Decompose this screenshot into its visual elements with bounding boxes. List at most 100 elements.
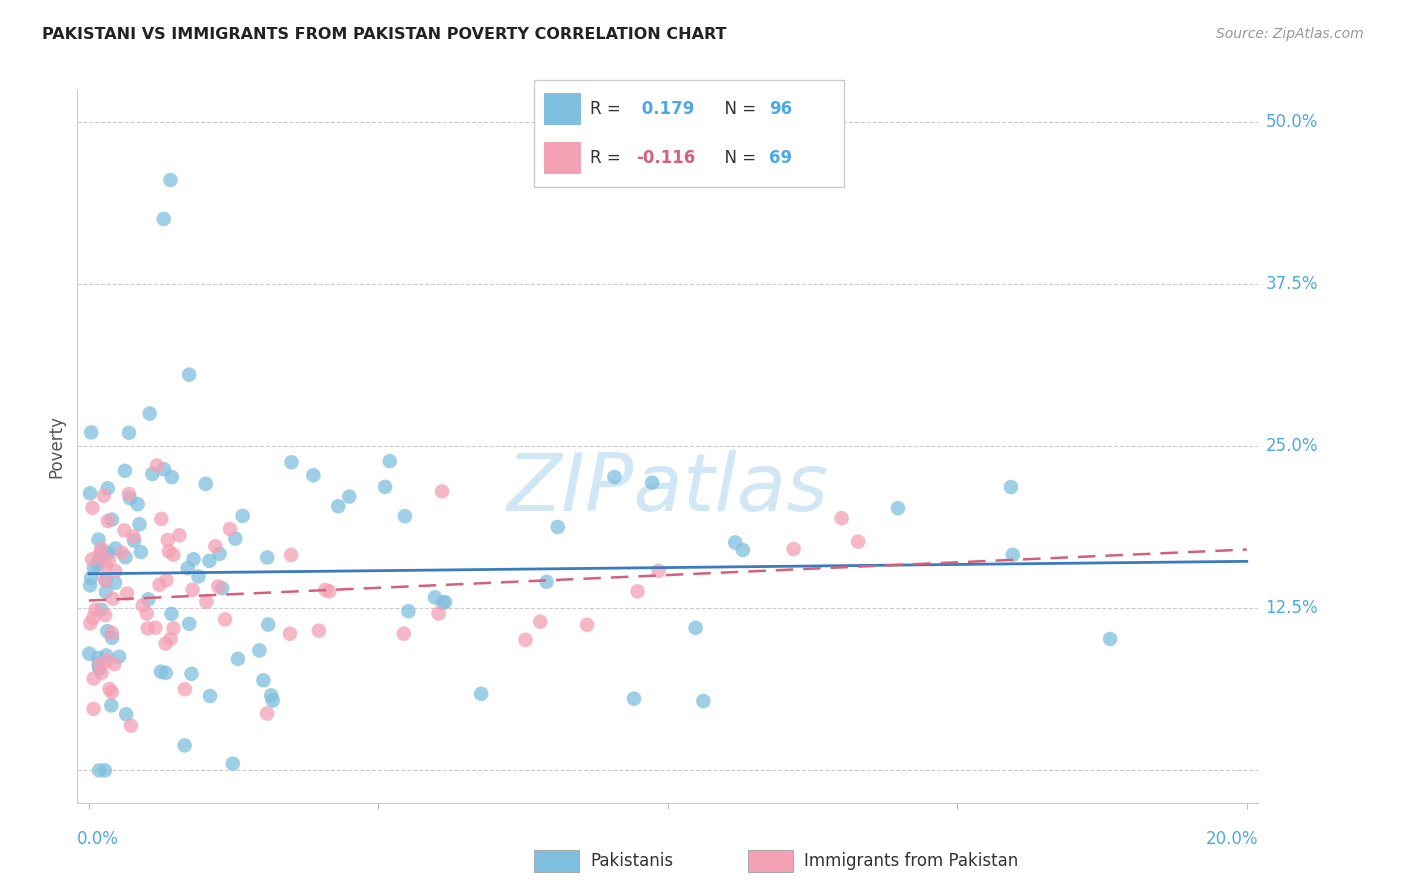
Text: Immigrants from Pakistan: Immigrants from Pakistan <box>804 852 1018 870</box>
Point <box>79 486 101 500</box>
Point <box>198 689 221 703</box>
Point <box>120 719 142 733</box>
Point <box>118 491 141 506</box>
Point <box>98 681 121 696</box>
Text: 0.0%: 0.0% <box>77 830 120 847</box>
Point <box>94 608 117 623</box>
Point <box>547 520 569 534</box>
Text: 50.0%: 50.0% <box>1265 112 1317 130</box>
Point <box>87 558 110 572</box>
Point <box>94 558 117 573</box>
Point <box>82 611 104 625</box>
Point <box>79 616 101 631</box>
Point <box>122 533 145 548</box>
Point <box>278 626 301 640</box>
Point <box>214 612 236 626</box>
Point <box>256 706 278 721</box>
Point <box>434 595 457 609</box>
Point <box>101 631 124 645</box>
Point <box>1001 548 1024 562</box>
Point <box>155 665 177 680</box>
Point <box>536 574 558 589</box>
Point <box>127 497 149 511</box>
Point <box>153 462 176 476</box>
Point <box>98 554 121 568</box>
Point <box>1000 480 1022 494</box>
Point <box>396 604 419 618</box>
Point <box>90 545 112 559</box>
Point <box>302 468 325 483</box>
Point <box>207 579 229 593</box>
Point <box>430 484 453 499</box>
Point <box>392 626 415 640</box>
Point <box>315 582 337 597</box>
Bar <box>544 143 581 175</box>
Point <box>846 534 869 549</box>
Point <box>89 657 111 672</box>
Bar <box>748 849 793 872</box>
Point <box>87 657 110 671</box>
Point <box>87 659 110 673</box>
Point <box>179 368 201 382</box>
Point <box>257 617 280 632</box>
Point <box>181 582 204 597</box>
Text: 0.179: 0.179 <box>637 100 695 118</box>
Point <box>529 615 551 629</box>
Point <box>831 511 853 525</box>
Point <box>159 173 181 187</box>
Text: R =: R = <box>591 100 626 118</box>
Point <box>87 651 110 665</box>
Point <box>252 673 274 688</box>
Point <box>374 480 396 494</box>
Text: PAKISTANI VS IMMIGRANTS FROM PAKISTAN POVERTY CORRELATION CHART: PAKISTANI VS IMMIGRANTS FROM PAKISTAN PO… <box>42 27 727 42</box>
Point <box>180 666 202 681</box>
Point <box>262 693 284 707</box>
Point <box>515 632 537 647</box>
Point <box>731 543 754 558</box>
Point <box>89 548 111 562</box>
Point <box>87 533 110 547</box>
Point <box>179 616 201 631</box>
Point <box>256 550 278 565</box>
Point <box>100 698 122 713</box>
Point <box>423 591 446 605</box>
Point <box>427 607 450 621</box>
Point <box>114 550 136 565</box>
Point <box>378 454 401 468</box>
Point <box>96 624 118 639</box>
Point <box>80 425 103 440</box>
Point <box>104 541 127 556</box>
Point <box>90 665 112 680</box>
Point <box>337 490 360 504</box>
Point <box>1099 632 1122 646</box>
Point <box>208 547 231 561</box>
Point <box>157 544 180 558</box>
Point <box>150 512 173 526</box>
Point <box>155 573 177 587</box>
Text: 37.5%: 37.5% <box>1265 275 1317 293</box>
Point <box>114 464 136 478</box>
Text: 25.0%: 25.0% <box>1265 437 1317 455</box>
Text: 12.5%: 12.5% <box>1265 599 1317 617</box>
Point <box>724 535 747 549</box>
Point <box>692 694 714 708</box>
Point <box>148 578 170 592</box>
Point <box>103 657 125 672</box>
Point <box>576 617 599 632</box>
Point <box>173 739 195 753</box>
Point <box>80 552 103 566</box>
Text: N =: N = <box>714 100 761 118</box>
Point <box>141 467 163 481</box>
Point <box>222 756 245 771</box>
Point <box>97 481 120 495</box>
Point <box>160 607 183 621</box>
Point <box>177 561 200 575</box>
Point <box>111 546 134 560</box>
Point <box>146 458 169 473</box>
Bar <box>534 849 579 872</box>
Point <box>87 554 110 568</box>
Point <box>104 564 127 578</box>
Point <box>135 607 157 621</box>
Point <box>138 407 160 421</box>
Point <box>226 652 249 666</box>
